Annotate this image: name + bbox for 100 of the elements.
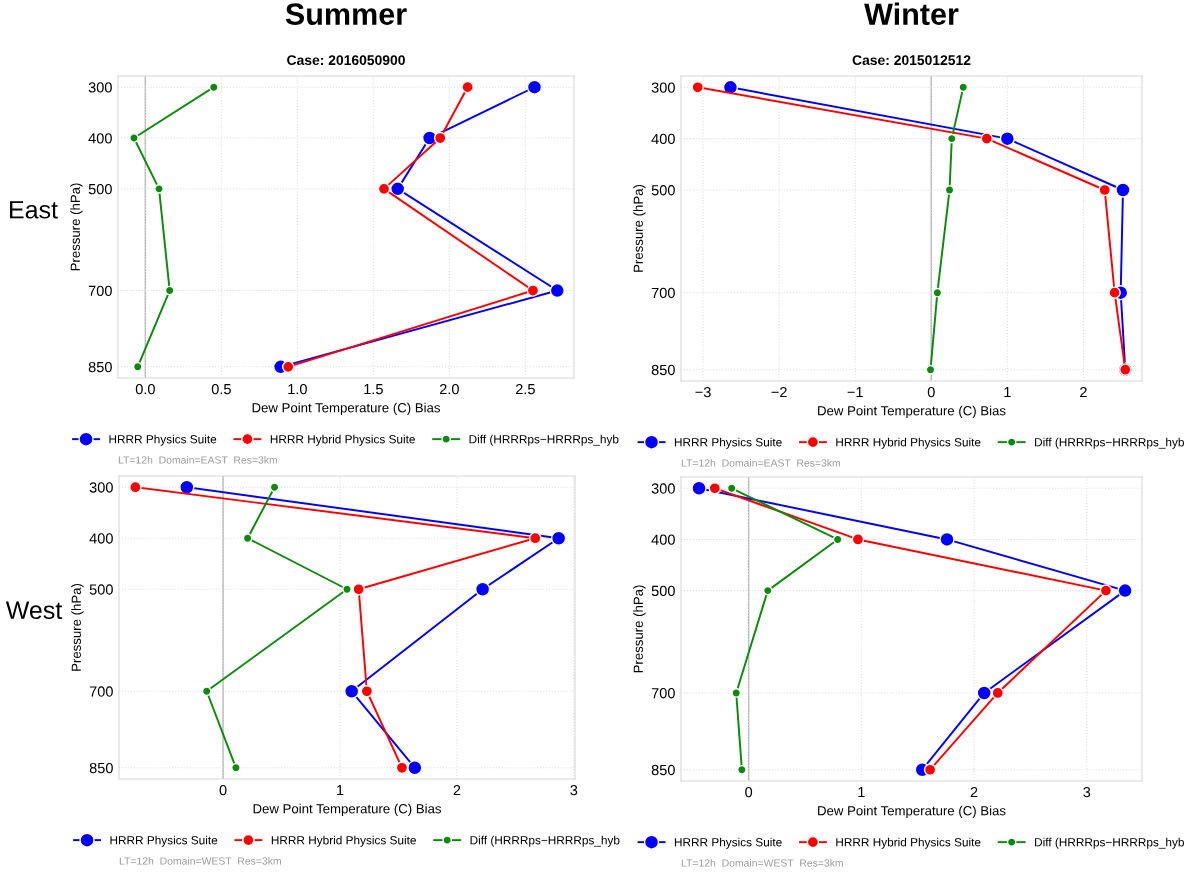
point xyxy=(691,81,704,94)
point xyxy=(201,686,212,697)
point xyxy=(976,685,992,701)
text: LT=12h Domain=WEST Res=3km xyxy=(119,857,281,865)
text: LT=12h Domain=EAST Res=3km xyxy=(681,459,841,467)
x-tick-label: 0.5 xyxy=(211,383,231,395)
y-tick-label: 400 xyxy=(651,534,675,545)
point xyxy=(923,763,937,776)
legend-label: HRRR Physics Suite xyxy=(674,437,782,449)
x-tick-label: 0.0 xyxy=(135,383,155,395)
point xyxy=(1108,286,1121,299)
point xyxy=(164,285,175,296)
point xyxy=(851,533,865,546)
text: East xyxy=(10,201,58,219)
y-tick-label: 300 xyxy=(651,82,675,93)
legend-label: Diff (HRRRps−HRRRps_hyb xyxy=(470,835,620,847)
y-tick-label: 700 xyxy=(651,688,675,699)
point xyxy=(958,82,969,93)
x-tick-label: 0 xyxy=(927,386,935,398)
legend-label: HRRR Hybrid Physics Suite xyxy=(271,835,416,847)
y-tick-label: 500 xyxy=(89,584,113,595)
legend-label: Diff (HRRRps−HRRRps_hyb xyxy=(1035,437,1184,449)
text: LT=12h Domain=WEST Res=3km xyxy=(681,859,843,867)
y-tick-label: 500 xyxy=(88,183,112,195)
x-tick-label: 1 xyxy=(337,785,344,796)
x-tick-label: 1 xyxy=(1004,387,1011,398)
point xyxy=(377,182,391,196)
x-tick-label: 3 xyxy=(1083,786,1091,798)
point xyxy=(132,361,143,372)
point xyxy=(129,480,142,494)
x-tick-label: 1.0 xyxy=(288,383,307,395)
legend-label: HRRR Physics Suite xyxy=(109,434,217,446)
chart-title: Summer xyxy=(285,3,407,25)
chart-title: Winter xyxy=(864,2,959,25)
point xyxy=(1099,584,1113,597)
y-axis-title: Pressure (hPa) xyxy=(633,184,646,272)
x-tick-label: 2 xyxy=(970,786,978,798)
text: West xyxy=(5,601,63,620)
point xyxy=(691,480,707,496)
point xyxy=(1098,183,1111,197)
y-axis-title: Pressure (hPa) xyxy=(71,583,84,671)
point xyxy=(269,482,280,493)
y-tick-label: 700 xyxy=(88,285,112,296)
point xyxy=(390,181,406,197)
point xyxy=(352,582,365,596)
point xyxy=(342,584,352,595)
x-tick-label: 1 xyxy=(858,787,865,798)
x-tick-label: 0 xyxy=(219,784,227,796)
point xyxy=(179,479,195,495)
point xyxy=(461,80,474,94)
y-tick-label: 400 xyxy=(89,533,113,544)
y-tick-label: 850 xyxy=(651,764,675,776)
x-axis-title: Dew Point Temperature (C) Bias xyxy=(253,803,441,817)
y-axis-title: Pressure (hPa) xyxy=(70,183,83,271)
point xyxy=(708,482,722,495)
point xyxy=(550,530,567,546)
x-tick-label: 2 xyxy=(1080,386,1087,398)
x-axis-title: Dew Point Temperature (C) Bias xyxy=(818,805,1006,819)
point xyxy=(474,581,491,597)
point xyxy=(129,133,139,143)
legend-label: HRRR Physics Suite xyxy=(674,837,782,849)
point xyxy=(1115,182,1131,198)
point xyxy=(208,82,219,93)
chart-subtitle: Case: 2016050900 xyxy=(287,55,405,66)
y-tick-label: 400 xyxy=(651,133,675,145)
legend-label: HRRR Hybrid Physics Suite xyxy=(836,837,981,849)
x-tick-label: −3 xyxy=(695,386,711,398)
x-axis-title: Dew Point Temperature (C) Bias xyxy=(818,405,1006,419)
point xyxy=(395,761,409,775)
x-tick-label: 2 xyxy=(453,784,461,796)
point xyxy=(1117,582,1133,599)
y-tick-label: 300 xyxy=(88,82,112,93)
point xyxy=(526,79,543,95)
y-tick-label: 850 xyxy=(651,364,675,376)
point xyxy=(925,364,936,375)
y-tick-label: 700 xyxy=(89,686,113,697)
point xyxy=(344,683,360,699)
x-tick-label: 1.5 xyxy=(364,384,383,395)
x-tick-label: 2.0 xyxy=(439,383,459,395)
point xyxy=(231,762,241,773)
legend-label: HRRR Hybrid Physics Suite xyxy=(836,437,981,449)
point xyxy=(154,184,164,194)
point xyxy=(433,131,447,145)
legend-label: HRRR Hybrid Physics Suite xyxy=(270,434,415,446)
point xyxy=(549,282,565,299)
point xyxy=(528,531,542,545)
point xyxy=(991,686,1004,700)
y-tick-label: 400 xyxy=(88,133,112,144)
point xyxy=(407,760,423,776)
point xyxy=(281,360,295,374)
legend-label: Diff (HRRRps−HRRRps_hyb xyxy=(469,434,619,446)
text: LT=12h Domain=EAST Res=3km xyxy=(118,456,278,464)
x-tick-label: 2.5 xyxy=(515,383,535,395)
x-tick-label: −1 xyxy=(847,387,863,398)
legend-label: Diff (HRRRps−HRRRps_hyb xyxy=(1035,837,1184,849)
point xyxy=(737,764,747,775)
y-tick-label: 850 xyxy=(88,361,112,373)
point xyxy=(526,284,540,297)
chart-subtitle: Case: 2015012512 xyxy=(852,55,971,66)
y-tick-label: 700 xyxy=(651,287,675,299)
